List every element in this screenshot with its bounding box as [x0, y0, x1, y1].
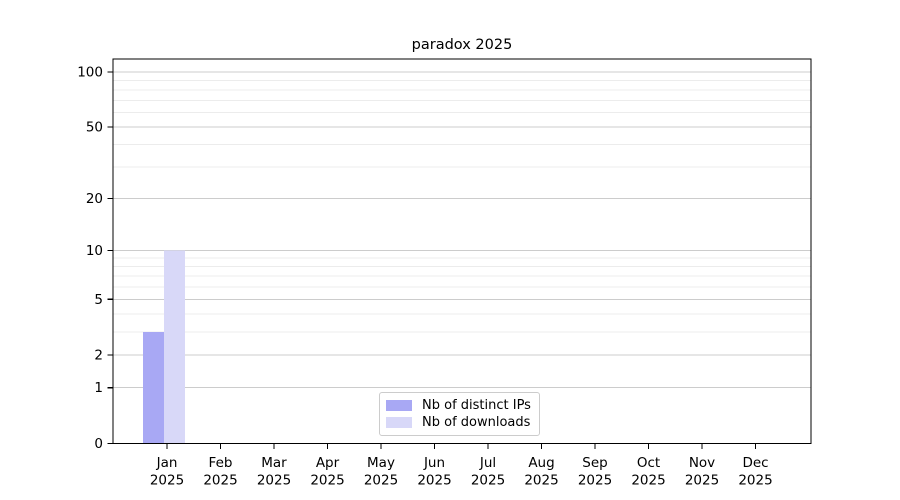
y-tick-label: 0 — [94, 436, 103, 452]
chart-title: paradox 2025 — [411, 37, 513, 53]
x-tick-label-year: 2025 — [150, 473, 184, 489]
legend-item-downloads: Nb of downloads — [386, 414, 532, 430]
x-tick-label-month: Jan — [156, 455, 178, 471]
x-tick-label-year: 2025 — [364, 473, 398, 489]
y-tick-label: 10 — [86, 243, 103, 259]
plot-border — [112, 58, 812, 445]
x-tick-label-year: 2025 — [685, 473, 719, 489]
x-tick-label-month: Oct — [637, 455, 660, 471]
x-tick-label-month: Nov — [689, 455, 715, 471]
y-tick-label: 100 — [77, 65, 103, 81]
x-tick-label-year: 2025 — [417, 473, 451, 489]
x-tick-label-year: 2025 — [310, 473, 344, 489]
x-tick-label-year: 2025 — [203, 473, 237, 489]
x-tick-label-year: 2025 — [257, 473, 291, 489]
x-tick-label-month: Sep — [582, 455, 607, 471]
x-tick-label-year: 2025 — [631, 473, 665, 489]
x-tick-label-year: 2025 — [738, 473, 772, 489]
y-tick-label: 1 — [94, 380, 103, 396]
x-tick-label-month: Jun — [423, 455, 445, 471]
x-tick-label-month: Dec — [742, 455, 768, 471]
x-tick-label-month: Apr — [316, 455, 340, 471]
y-tick-label: 20 — [86, 191, 103, 207]
legend-label-distinct-ips: Nb of distinct IPs — [422, 397, 531, 413]
y-tick-label: 50 — [86, 120, 103, 136]
bar-downloads — [164, 250, 185, 444]
x-tick-label-month: Mar — [261, 455, 287, 471]
legend-swatch-downloads-icon — [386, 416, 412, 428]
y-tick-label: 2 — [94, 348, 103, 364]
legend-item-distinct-ips: Nb of distinct IPs — [386, 397, 532, 413]
legend: Nb of distinct IPs Nb of downloads — [379, 392, 540, 436]
legend-swatch-distinct-ips-icon — [386, 399, 412, 411]
x-tick-label-year: 2025 — [524, 473, 558, 489]
x-tick-label-month: May — [367, 455, 395, 471]
bar-distinct-ips — [143, 331, 164, 444]
x-tick-label-month: Aug — [528, 455, 554, 471]
x-tick-label-month: Feb — [209, 455, 233, 471]
x-tick-label-year: 2025 — [578, 473, 612, 489]
x-tick-label-year: 2025 — [471, 473, 505, 489]
x-tick-label-month: Jul — [479, 455, 496, 471]
y-tick-label: 5 — [94, 292, 103, 308]
legend-label-downloads: Nb of downloads — [422, 414, 531, 430]
